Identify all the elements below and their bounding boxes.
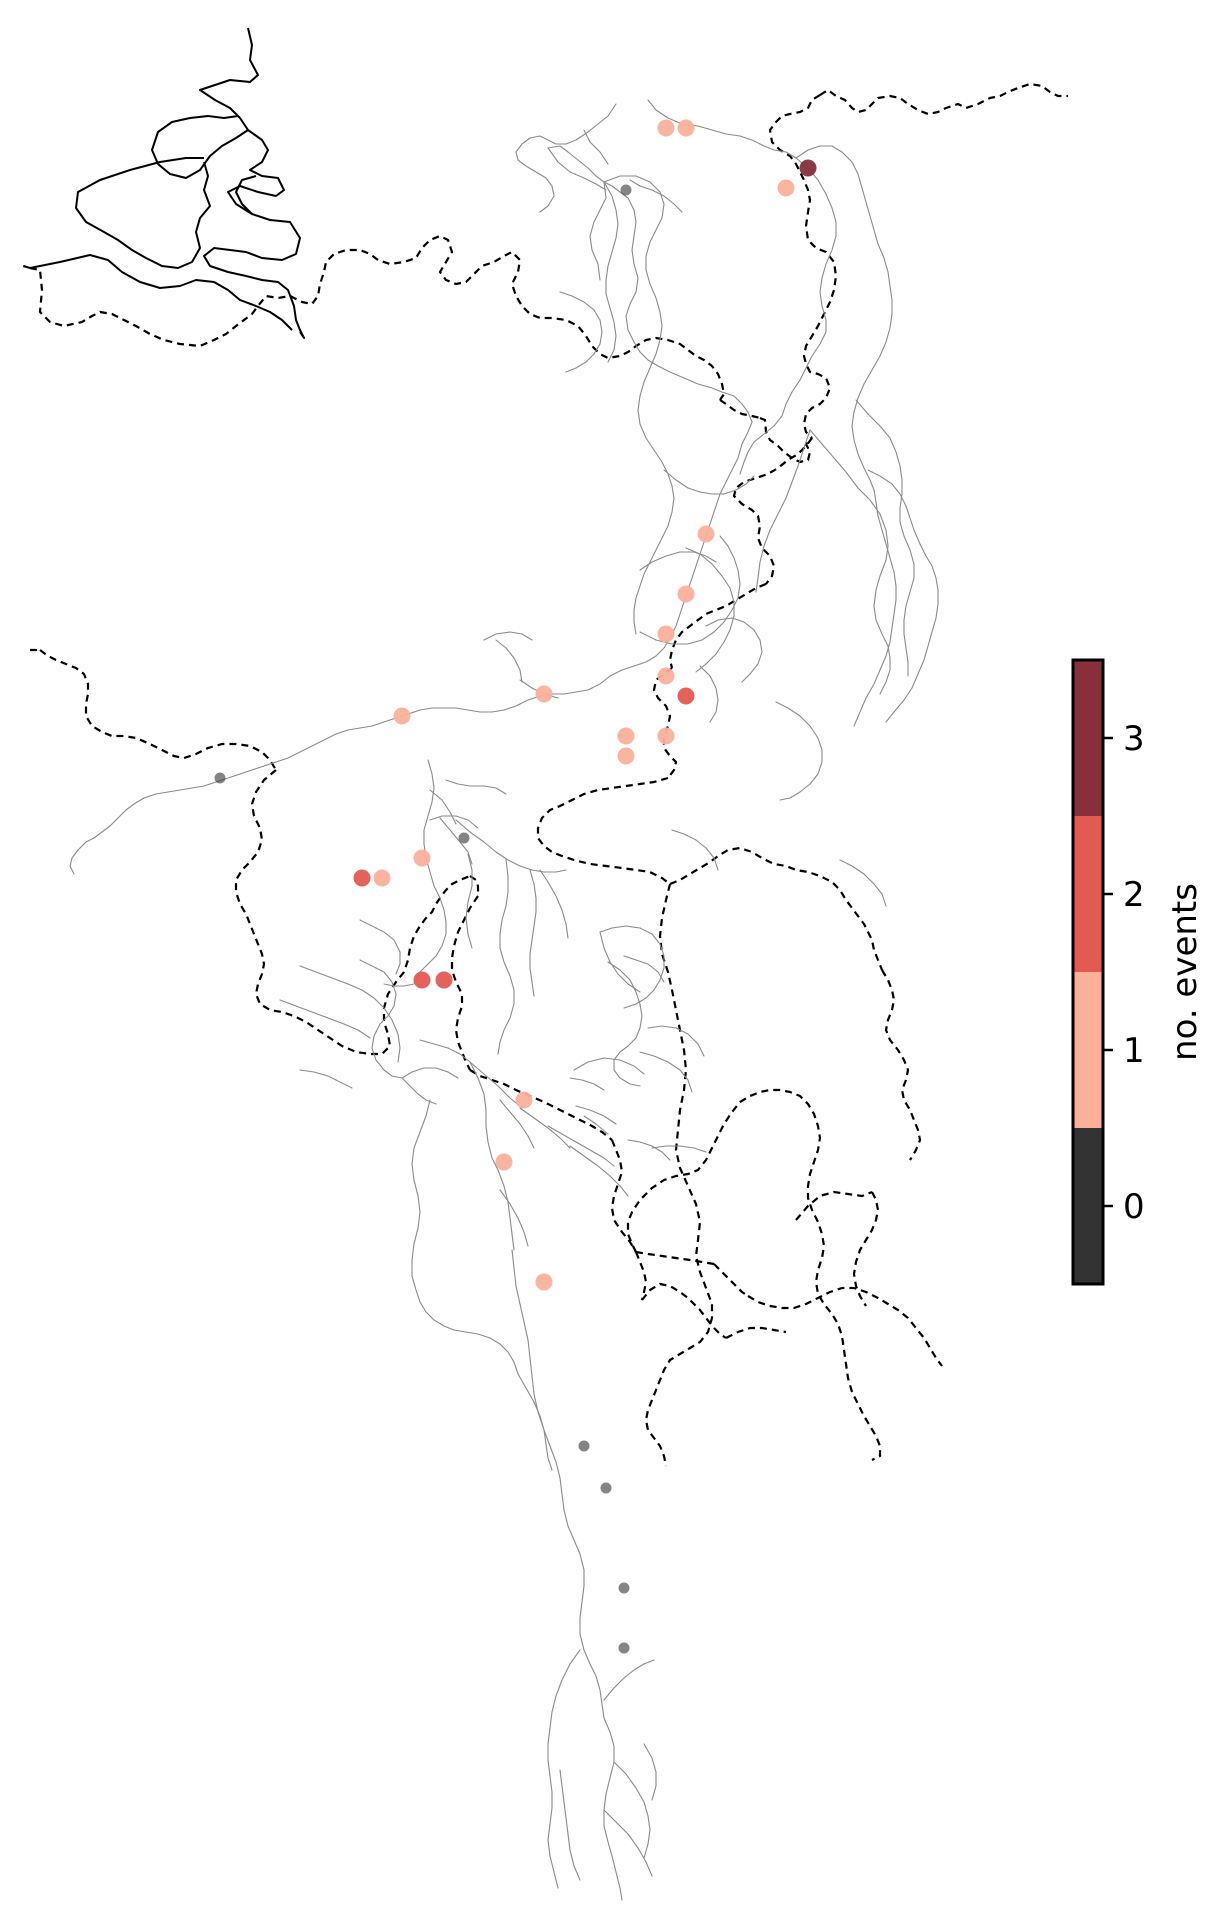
station-marker (458, 832, 470, 844)
station-marker (697, 525, 715, 543)
colorbar-frame (1071, 658, 1105, 1286)
station-markers (214, 119, 817, 1654)
station-marker (495, 1153, 513, 1171)
station-marker (435, 971, 453, 989)
station-marker (600, 1482, 612, 1494)
station-marker (617, 747, 635, 765)
colorbar-swatch (1073, 660, 1103, 816)
station-marker (677, 687, 695, 705)
station-marker (657, 727, 675, 745)
station-marker (618, 1642, 630, 1654)
station-marker (535, 1273, 553, 1291)
station-marker (677, 585, 695, 603)
colorbar-tick-label: 2 (1123, 875, 1145, 915)
colorbar-tick-label: 1 (1123, 1031, 1145, 1071)
station-marker (657, 625, 675, 643)
station-marker (515, 1091, 533, 1109)
colorbar-ticks: 0 1 2 3 (1103, 719, 1145, 1227)
station-marker (214, 772, 226, 784)
colorbar-tick-label: 3 (1123, 719, 1145, 759)
colorbar-swatch (1073, 816, 1103, 972)
station-marker (578, 1440, 590, 1452)
station-marker (373, 869, 391, 887)
station-marker (777, 179, 795, 197)
station-marker (657, 119, 675, 137)
station-marker (413, 849, 431, 867)
station-marker (657, 667, 675, 685)
station-marker (393, 707, 411, 725)
station-marker (677, 119, 695, 137)
station-marker (535, 685, 553, 703)
coastline (29, 27, 305, 339)
colorbar-swatch (1073, 1128, 1103, 1284)
station-marker (620, 184, 632, 196)
colorbar: 0 1 2 3 no. events (1071, 658, 1205, 1286)
station-marker (617, 727, 635, 745)
station-marker (618, 1582, 630, 1594)
river-network (69, 99, 939, 1901)
station-marker (799, 159, 817, 177)
colorbar-swatch (1073, 972, 1103, 1128)
station-marker (413, 971, 431, 989)
colorbar-tick-label: 0 (1123, 1187, 1145, 1227)
colorbar-swatches (1073, 660, 1103, 1284)
colorbar-label: no. events (1165, 883, 1205, 1061)
country-borders (19, 82, 1068, 1467)
station-marker (353, 869, 371, 887)
